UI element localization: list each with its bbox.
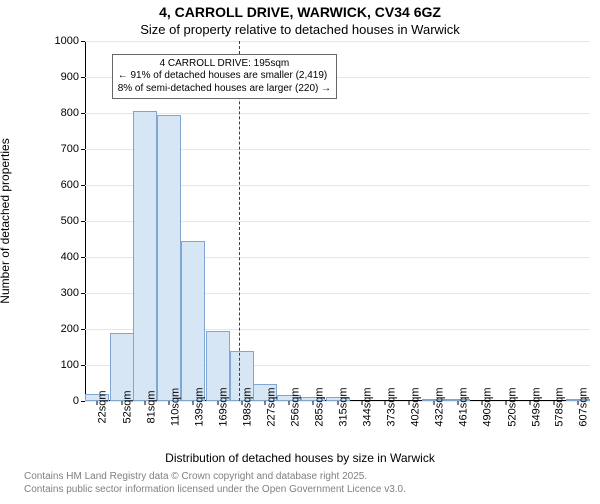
- chart-area: Number of detached properties 0100200300…: [55, 41, 590, 401]
- x-tick: 256sqm: [289, 401, 290, 405]
- y-tick-mark: [81, 365, 85, 366]
- x-tick-label: 110sqm: [169, 388, 181, 426]
- x-tick: 549sqm: [530, 401, 531, 405]
- annotation-line-2: ← 91% of detached houses are smaller (2,…: [118, 70, 331, 83]
- y-tick-label: 300: [61, 287, 79, 299]
- footnote-line-1: Contains HM Land Registry data © Crown c…: [24, 471, 600, 484]
- x-tick-label: 22sqm: [97, 390, 109, 423]
- x-tick-label: 490sqm: [482, 387, 494, 426]
- x-tick-label: 169sqm: [218, 387, 230, 426]
- x-tick: 110sqm: [169, 401, 170, 405]
- y-tick-label: 900: [61, 71, 79, 83]
- x-tick: 402sqm: [409, 401, 410, 405]
- footnote: Contains HM Land Registry data © Crown c…: [24, 471, 600, 496]
- x-tick: 520sqm: [506, 401, 507, 405]
- title-line-2: Size of property relative to detached ho…: [0, 22, 600, 37]
- x-tick-label: 607sqm: [578, 387, 590, 426]
- y-tick-mark: [81, 149, 85, 150]
- y-tick-mark: [81, 77, 85, 78]
- y-tick-label: 400: [61, 251, 79, 263]
- footnote-line-2: Contains public sector information licen…: [24, 484, 600, 497]
- x-tick: 198sqm: [241, 401, 242, 405]
- y-tick-mark: [81, 329, 85, 330]
- x-tick: 315sqm: [337, 401, 338, 405]
- x-tick-label: 344sqm: [362, 387, 374, 426]
- x-tick: 490sqm: [481, 401, 482, 405]
- chart-title-block: 4, CARROLL DRIVE, WARWICK, CV34 6GZ Size…: [0, 4, 600, 37]
- x-tick-label: 373sqm: [385, 387, 397, 426]
- y-tick-label: 100: [61, 359, 79, 371]
- x-tick: 578sqm: [553, 401, 554, 405]
- gridline: [85, 41, 590, 42]
- x-tick: 432sqm: [433, 401, 434, 405]
- y-tick-mark: [81, 185, 85, 186]
- y-tick-mark: [81, 113, 85, 114]
- y-tick-mark: [81, 41, 85, 42]
- x-tick-label: 256sqm: [289, 387, 301, 426]
- x-tick: 285sqm: [313, 401, 314, 405]
- y-tick-label: 800: [61, 107, 79, 119]
- x-tick: 227sqm: [265, 401, 266, 405]
- x-tick: 373sqm: [385, 401, 386, 405]
- x-tick-label: 315sqm: [338, 387, 350, 426]
- histogram-bar: [181, 241, 205, 401]
- x-tick: 52sqm: [121, 401, 122, 405]
- x-tick-label: 402sqm: [409, 387, 421, 426]
- y-tick-label: 700: [61, 143, 79, 155]
- x-tick: 344sqm: [361, 401, 362, 405]
- x-tick: 169sqm: [217, 401, 218, 405]
- y-axis-label: Number of detached properties: [0, 138, 12, 303]
- title-line-1: 4, CARROLL DRIVE, WARWICK, CV34 6GZ: [0, 4, 600, 20]
- y-tick-label: 500: [61, 215, 79, 227]
- x-tick: 461sqm: [457, 401, 458, 405]
- x-ticks: 22sqm 52sqm 81sqm 110sqm 139sqm 169sqm 198sqm 2…: [85, 401, 590, 451]
- x-tick-label: 432sqm: [434, 387, 446, 426]
- histogram-bar: [157, 115, 181, 401]
- x-tick: 607sqm: [577, 401, 578, 405]
- x-tick-label: 549sqm: [530, 387, 542, 426]
- y-tick-mark: [81, 257, 85, 258]
- annotation-line-3: 8% of semi-detached houses are larger (2…: [118, 83, 331, 96]
- y-tick-label: 0: [73, 395, 79, 407]
- x-tick: 81sqm: [145, 401, 146, 405]
- x-tick-label: 227sqm: [265, 387, 277, 426]
- x-tick: 139sqm: [193, 401, 194, 405]
- annotation-line-1: 4 CARROLL DRIVE: 195sqm: [118, 58, 331, 71]
- x-tick-label: 139sqm: [193, 387, 205, 426]
- histogram-bar: [133, 111, 157, 401]
- x-axis-label: Distribution of detached houses by size …: [0, 451, 600, 465]
- x-tick-label: 461sqm: [458, 387, 470, 426]
- y-tick-mark: [81, 293, 85, 294]
- x-tick: 22sqm: [96, 401, 97, 405]
- x-tick-label: 520sqm: [506, 387, 518, 426]
- annotation-box: 4 CARROLL DRIVE: 195sqm← 91% of detached…: [112, 54, 337, 100]
- y-tick-label: 600: [61, 179, 79, 191]
- y-tick-label: 1000: [55, 35, 79, 47]
- x-tick-label: 578sqm: [554, 387, 566, 426]
- x-tick-label: 81sqm: [145, 390, 157, 423]
- y-tick-mark: [81, 221, 85, 222]
- plot-area: 010020030040050060070080090010004 CARROL…: [85, 41, 590, 401]
- x-tick-label: 198sqm: [242, 387, 254, 426]
- y-tick-label: 200: [61, 323, 79, 335]
- x-tick-label: 285sqm: [313, 387, 325, 426]
- x-tick-label: 52sqm: [122, 390, 134, 423]
